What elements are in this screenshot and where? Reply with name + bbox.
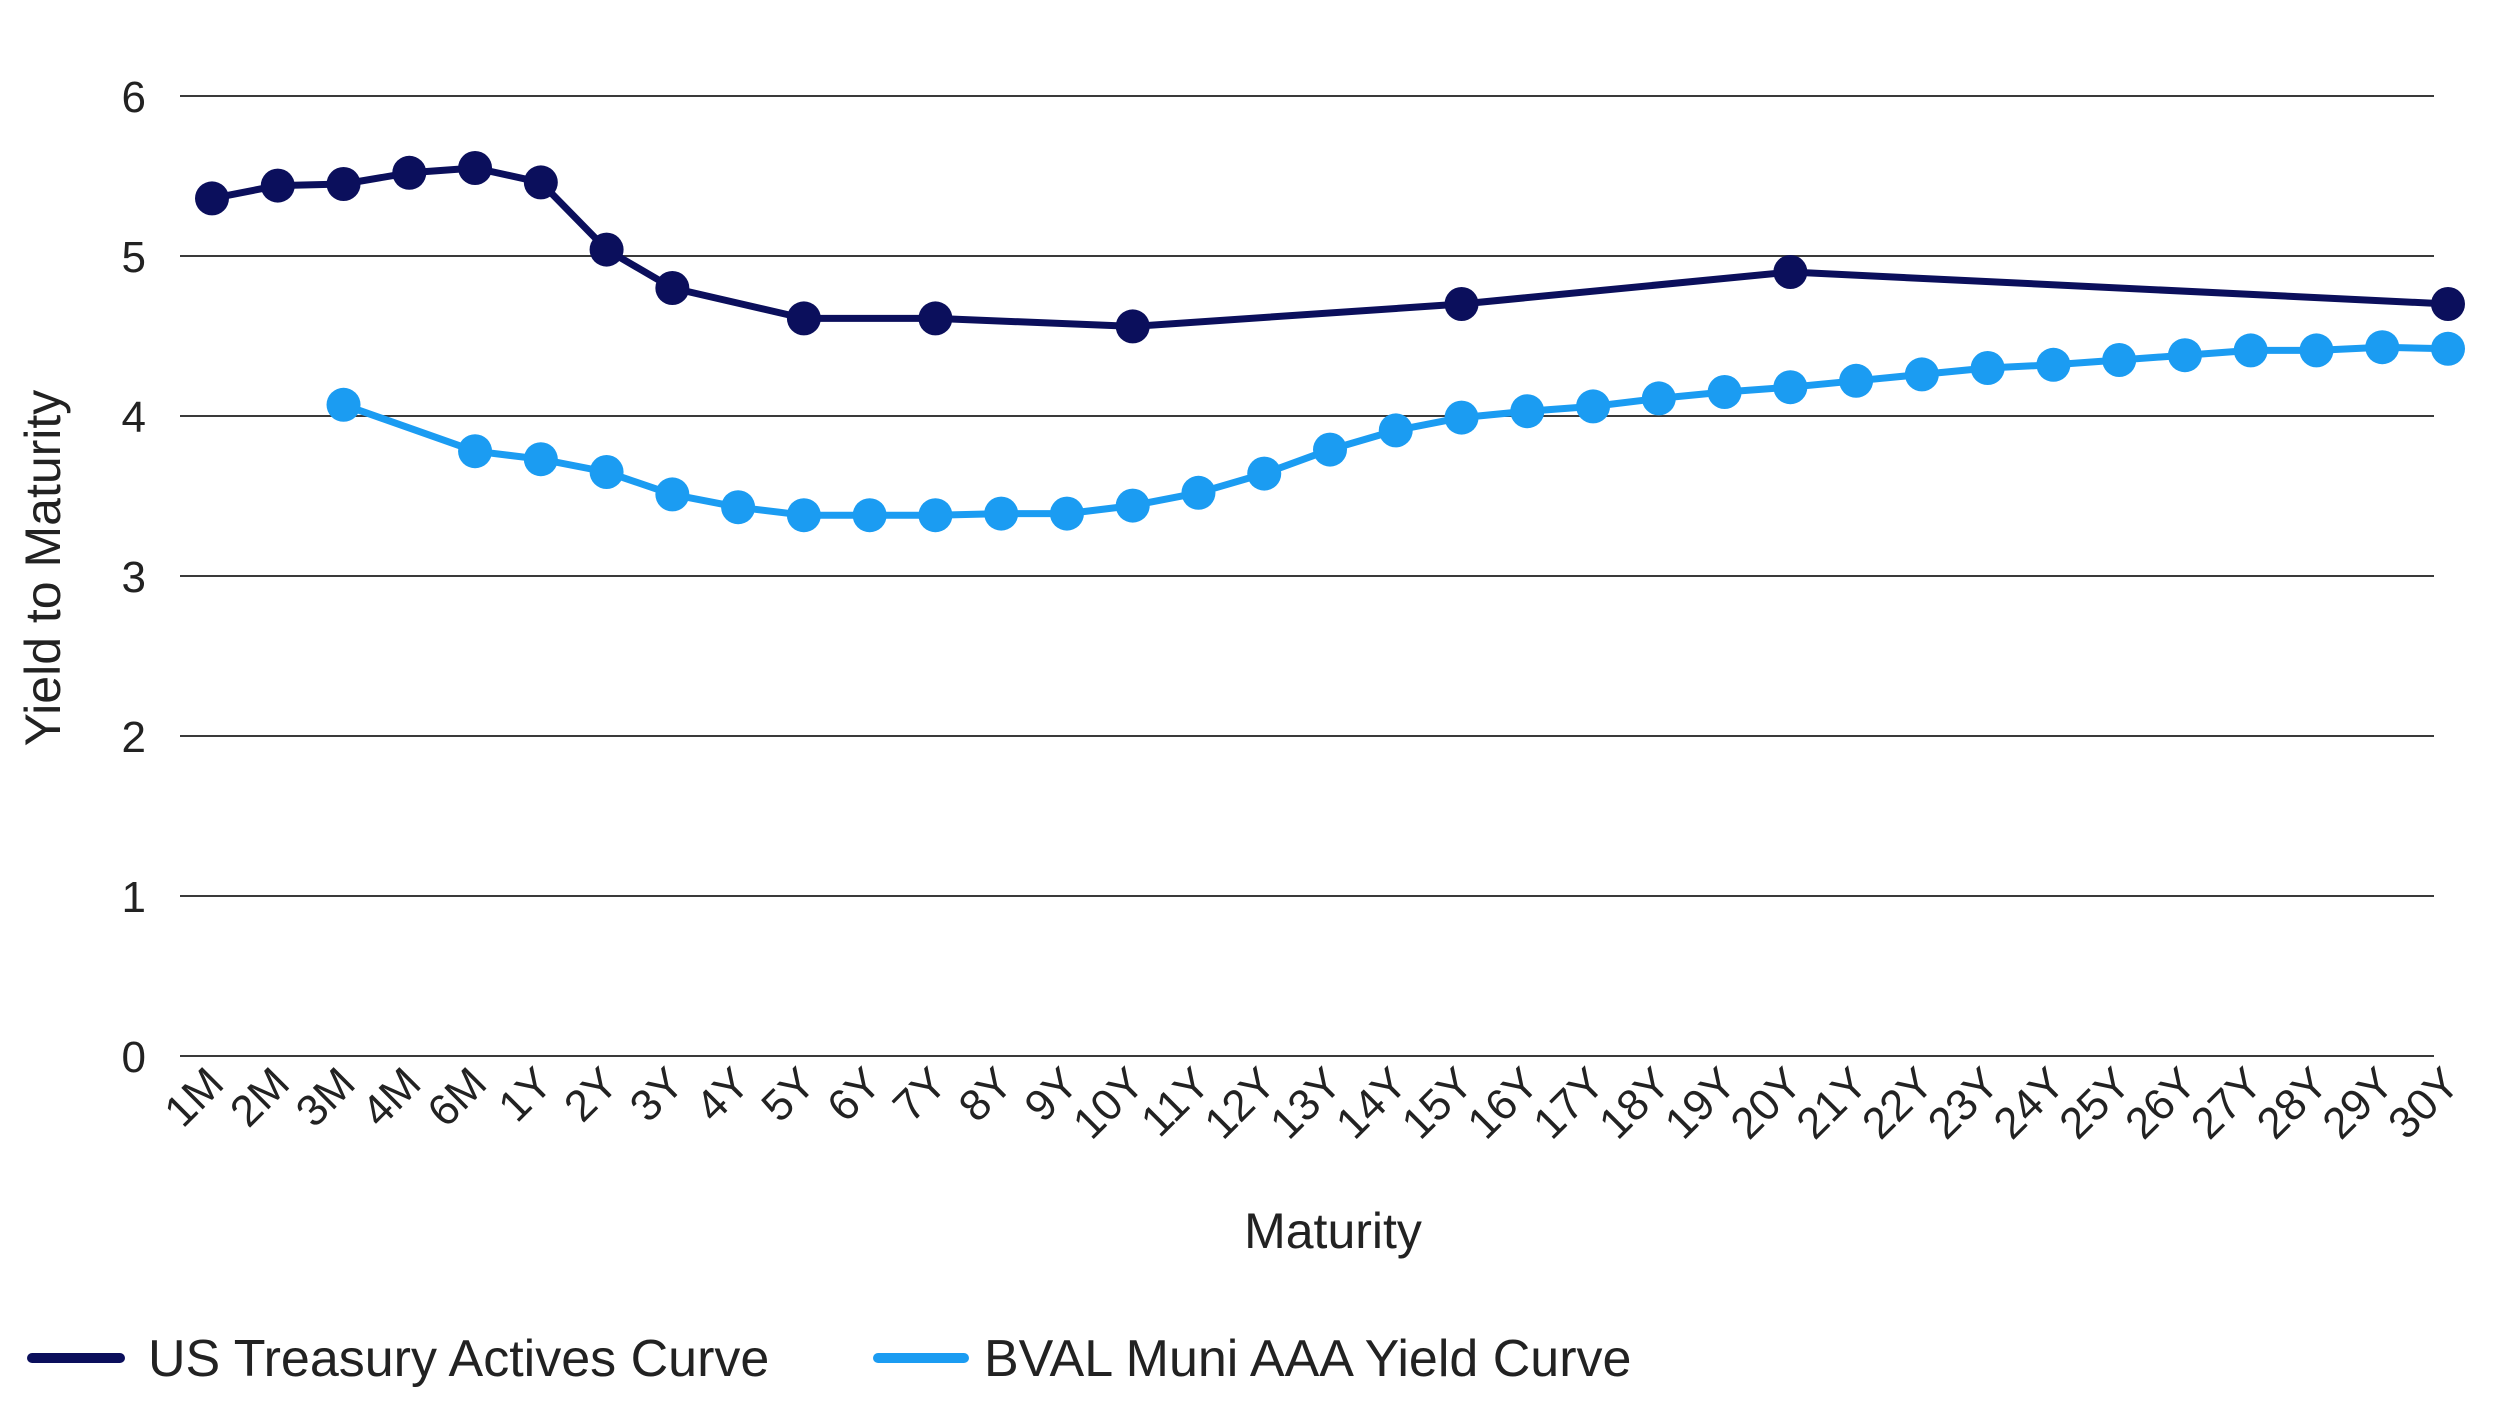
data-point-marker [458,434,493,469]
data-point-marker [2233,333,2268,368]
data-point-marker [1773,370,1808,405]
data-point-marker [984,496,1019,531]
data-point-marker [1576,389,1611,424]
data-point-marker [326,167,361,201]
data-point-marker [1049,496,1084,531]
x-tick-label: 4M [352,1058,430,1136]
x-tick-label: 30Y [2379,1058,2469,1148]
x-tick-label: 6M [418,1058,496,1136]
x-tick-label: 1M [155,1058,233,1136]
legend-label-muni: BVAL Muni AAA Yield Curve [984,1330,1631,1388]
data-point-marker [721,490,756,525]
y-axis-title: Yield to Maturity [15,390,71,747]
legend-item-muni: BVAL Muni AAA Yield Curve [873,1330,1631,1388]
y-tick-label: 4 [122,393,146,442]
x-tick-labels: 1M2M3M4M6M1Y2Y3Y4Y5Y6Y7Y8Y9Y10Y11Y12Y13Y… [155,1058,2469,1148]
data-point-marker [589,455,624,489]
y-tick-label: 6 [122,73,146,122]
x-tick-label: 2M [221,1058,299,1136]
y-tick-label: 5 [122,233,146,282]
series-markers [195,151,2465,533]
legend-label-treasury: US Treasury Actives Curve [148,1330,769,1388]
data-point-marker [1115,309,1150,344]
data-point-marker [1181,475,1216,510]
x-tick-label: 7Y [884,1058,957,1131]
x-tick-label: 3Y [621,1058,694,1131]
data-point-marker [589,232,624,267]
data-point-marker [1378,413,1413,448]
data-point-marker [2431,287,2465,321]
data-point-marker [655,271,690,305]
data-point-marker [1115,488,1150,523]
legend-item-treasury: US Treasury Actives Curve [27,1330,769,1388]
data-point-marker [918,301,953,336]
x-tick-label: 5Y [752,1058,825,1131]
data-point-marker [195,181,229,216]
data-point-marker [1970,351,2005,385]
data-point-marker [1839,363,1874,398]
x-tick-label: 3M [287,1058,365,1136]
y-tick-label: 3 [122,553,146,602]
data-point-marker [326,387,361,422]
x-tick-label: 6Y [818,1058,891,1131]
data-point-marker [260,168,295,203]
data-point-marker [392,155,427,190]
data-point-marker [2365,330,2400,365]
legend: US Treasury Actives Curve BVAL Muni AAA … [27,1330,1631,1388]
data-point-marker [852,498,887,533]
x-axis-title: Maturity [1244,1203,1422,1259]
data-point-marker [786,301,821,336]
gridlines [180,95,2434,1057]
data-point-marker [786,498,821,533]
data-point-marker [1444,400,1479,435]
y-tick-label: 2 [122,713,146,762]
data-point-marker [1247,456,1282,491]
data-point-marker [1444,287,1479,321]
x-tick-label: 4Y [686,1058,759,1131]
data-point-marker [2431,331,2465,366]
data-point-marker [1313,432,1347,467]
y-tick-label: 1 [122,873,146,922]
data-point-marker [2167,338,2202,373]
data-point-marker [2299,333,2334,368]
data-point-marker [1707,375,1742,409]
x-tick-label: 2Y [555,1058,628,1131]
data-point-marker [523,442,558,477]
x-tick-label: 8Y [950,1058,1023,1131]
y-tick-label: 0 [122,1033,146,1082]
data-point-marker [1641,381,1676,416]
data-point-marker [655,477,690,512]
data-point-marker [523,165,558,200]
data-point-marker [2102,343,2137,377]
data-point-marker [1773,255,1808,289]
data-point-marker [918,498,953,533]
x-tick-label: 1Y [489,1058,562,1131]
y-tick-labels: 0 1 2 3 4 5 6 [122,73,146,1082]
data-point-marker [1510,394,1545,429]
data-point-marker [458,151,493,185]
data-point-marker [1904,357,1939,392]
data-point-marker [2036,347,2071,382]
